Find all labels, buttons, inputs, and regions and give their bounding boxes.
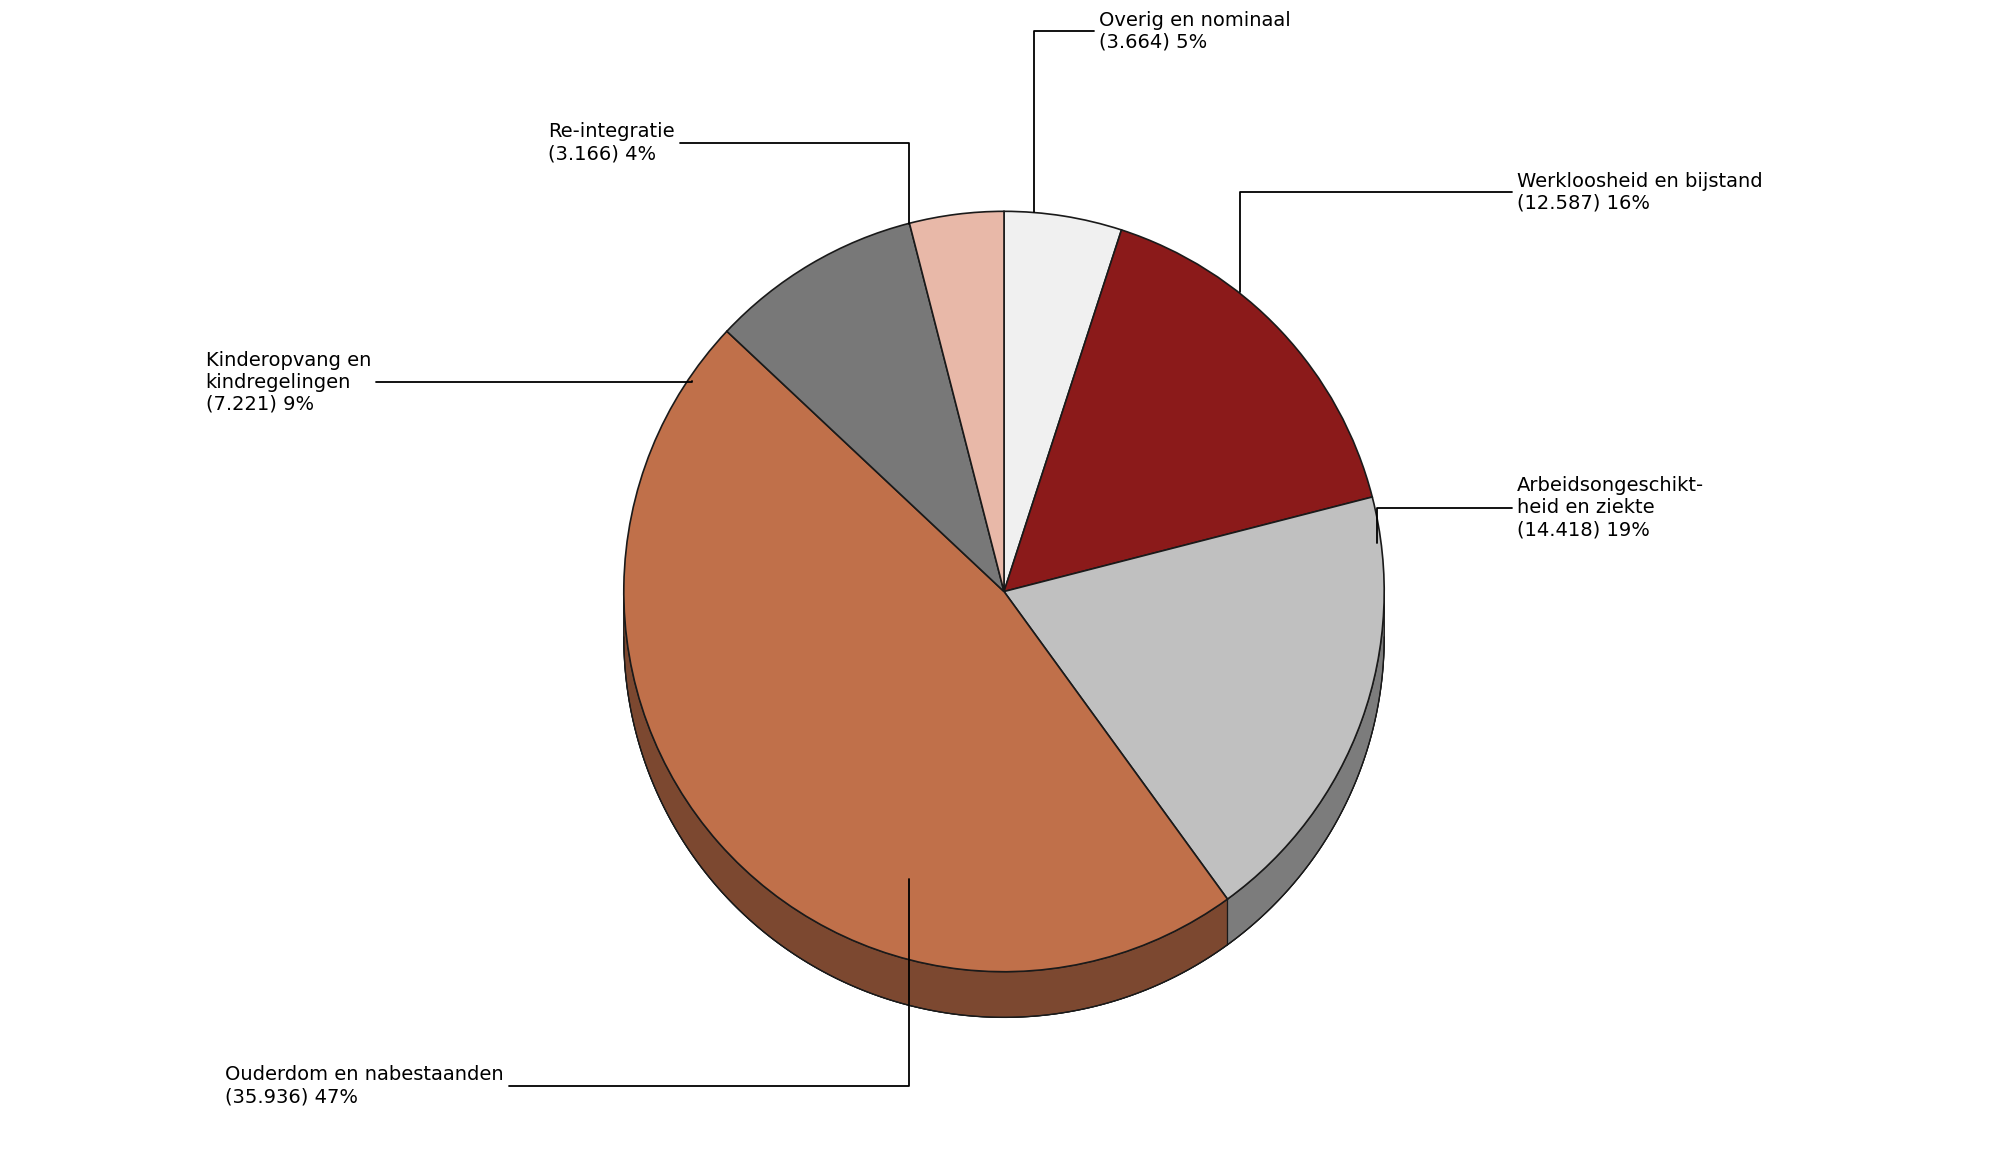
Text: Re-integratie
(3.166) 4%: Re-integratie (3.166) 4% xyxy=(548,122,909,224)
Text: Overig en nominaal
(3.664) 5%: Overig en nominaal (3.664) 5% xyxy=(1034,10,1291,212)
Wedge shape xyxy=(1004,497,1383,899)
Text: Werkloosheid en bijstand
(12.587) 16%: Werkloosheid en bijstand (12.587) 16% xyxy=(1238,171,1762,293)
Polygon shape xyxy=(1226,592,1383,944)
Text: Ouderdom en nabestaanden
(35.936) 47%: Ouderdom en nabestaanden (35.936) 47% xyxy=(225,879,909,1107)
Text: Kinderopvang en
kindregelingen
(7.221) 9%: Kinderopvang en kindregelingen (7.221) 9… xyxy=(205,351,692,414)
Wedge shape xyxy=(1004,230,1371,591)
Wedge shape xyxy=(1004,211,1122,591)
Wedge shape xyxy=(727,223,1004,591)
Text: Arbeidsongeschikt-
heid en ziekte
(14.418) 19%: Arbeidsongeschikt- heid en ziekte (14.41… xyxy=(1377,477,1704,543)
Wedge shape xyxy=(624,331,1226,971)
Wedge shape xyxy=(909,211,1004,591)
Polygon shape xyxy=(624,591,1383,1018)
Polygon shape xyxy=(624,592,1226,1018)
